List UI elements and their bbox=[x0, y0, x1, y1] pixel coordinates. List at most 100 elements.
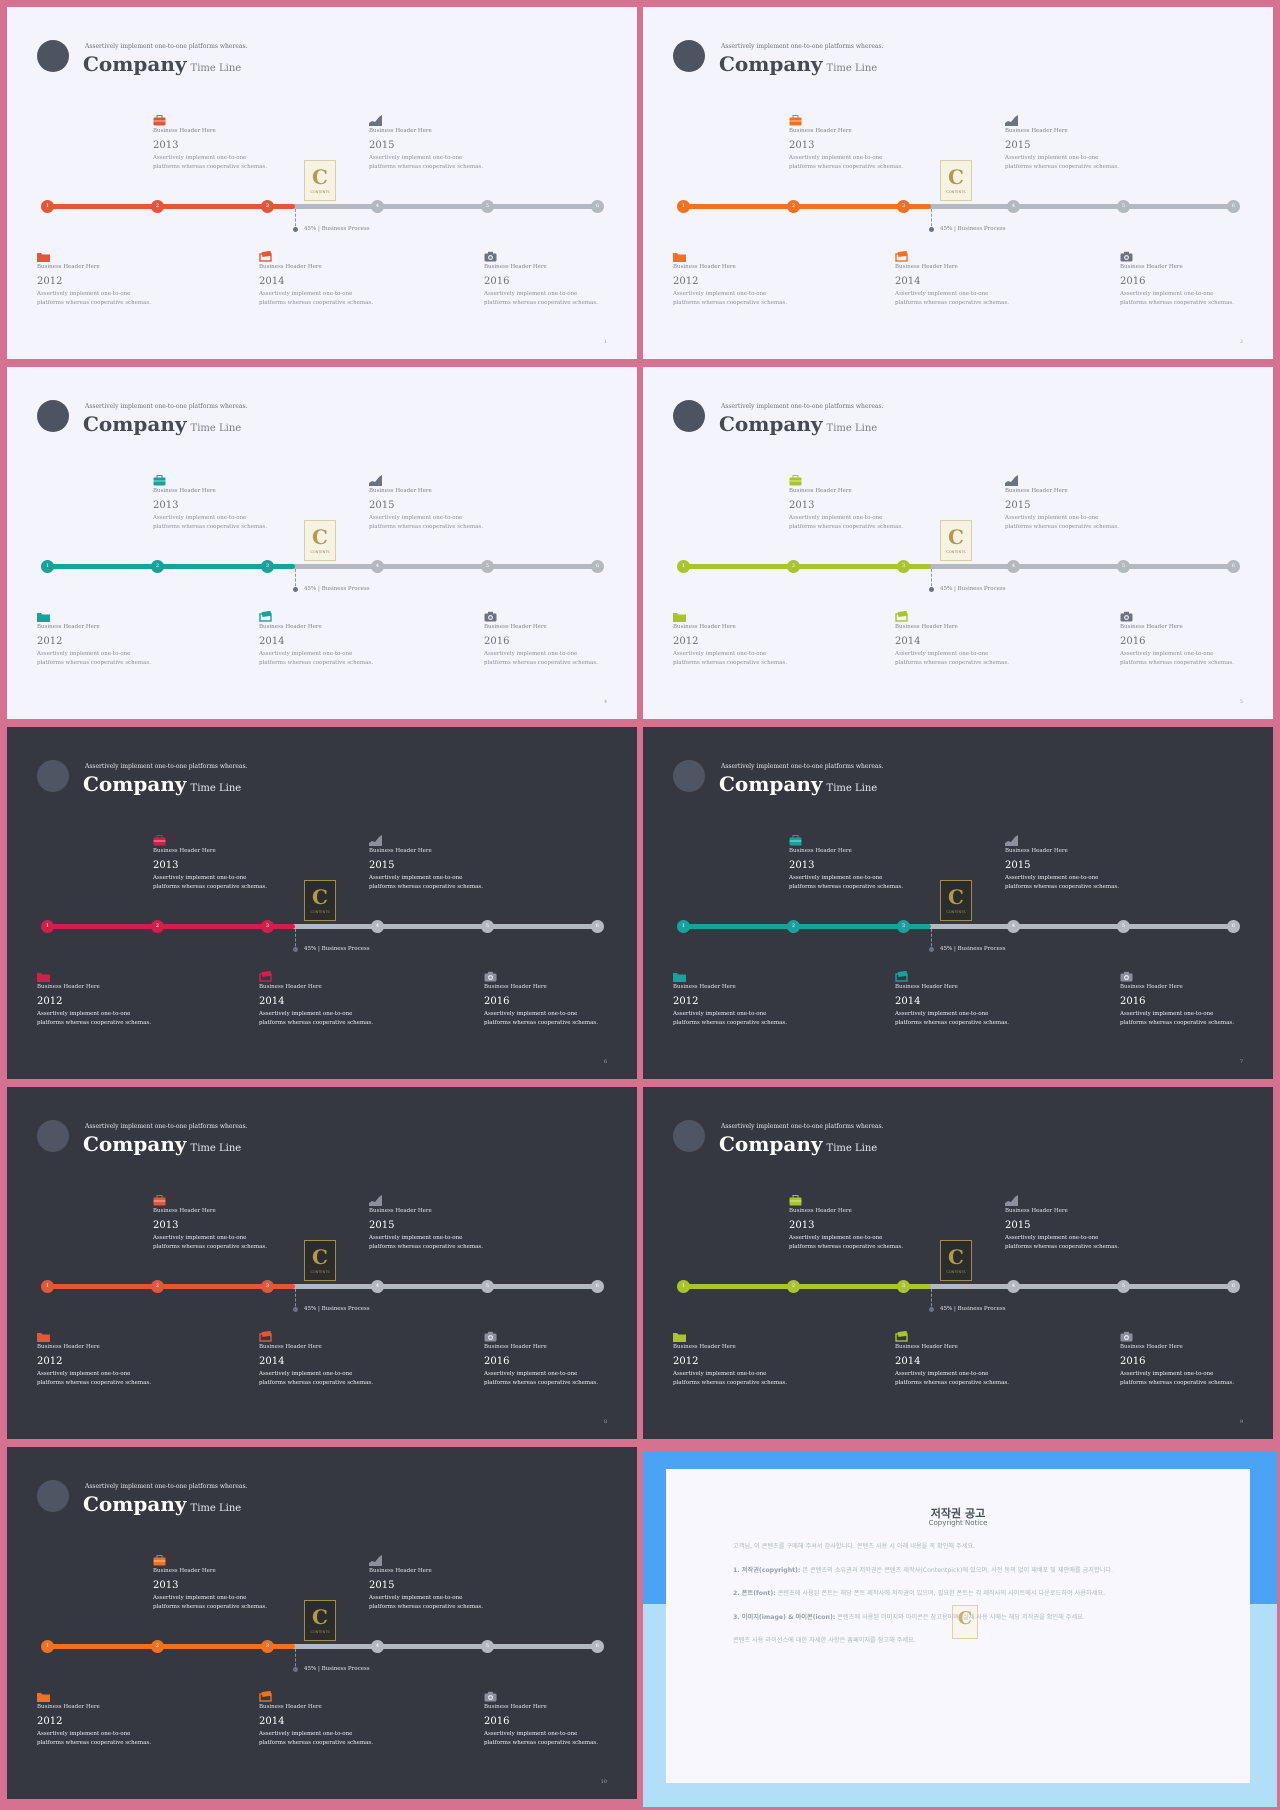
briefcase-icon bbox=[153, 1191, 166, 1206]
timeline-progress bbox=[681, 1284, 931, 1289]
item-year: 2015 bbox=[1005, 140, 1031, 151]
item-year: 2013 bbox=[789, 500, 815, 511]
progress-connector bbox=[295, 569, 296, 591]
timeline-node-5: 5 bbox=[481, 1280, 494, 1293]
slide-subtitle: Time Line bbox=[190, 783, 242, 794]
cards-icon bbox=[259, 247, 272, 262]
timeline-node-6: 6 bbox=[591, 1280, 604, 1293]
timeline-node-5: 5 bbox=[1117, 920, 1130, 933]
timeline-track: 1 2 3 4 5 6 bbox=[677, 1280, 1240, 1293]
slide-subtitle: Time Line bbox=[826, 1143, 878, 1154]
timeline-item-2015: Business Header Here 2015 Assertively impl… bbox=[369, 1551, 489, 1612]
notice-section-label: 2. 폰트(font): bbox=[733, 1590, 776, 1597]
timeline-node-2: 2 bbox=[151, 1280, 164, 1293]
timeline-item-2015: Business Header Here 2015 Assertively impl… bbox=[369, 831, 489, 892]
item-year: 2013 bbox=[153, 140, 179, 151]
timeline-node-1: 1 bbox=[41, 560, 54, 573]
notice-body: 고객님, 이 콘텐츠를 구매해 주셔서 감사합니다. 콘텐츠 사용 시 아래 내… bbox=[733, 1541, 1183, 1659]
folder-icon bbox=[673, 607, 686, 622]
timeline-progress bbox=[45, 924, 295, 929]
item-header: Business Header Here bbox=[484, 624, 547, 630]
timeline-slide: Assertively implement one-to-one platfor… bbox=[7, 367, 637, 719]
camera-icon bbox=[484, 967, 497, 982]
progress-label: 45% | Business Process bbox=[940, 1306, 1006, 1312]
company-title: Company bbox=[83, 1492, 187, 1516]
item-description: Assertively implement one-to-one platfor… bbox=[369, 875, 484, 890]
item-year: 2013 bbox=[153, 860, 179, 871]
item-year: 2014 bbox=[259, 1356, 285, 1367]
item-year: 2012 bbox=[37, 996, 63, 1007]
item-year: 2015 bbox=[369, 140, 395, 151]
timeline-item-2013: Business Header Here 2013 Assertively impl… bbox=[153, 831, 273, 892]
item-header: Business Header Here bbox=[484, 984, 547, 990]
briefcase-icon bbox=[153, 1551, 166, 1566]
timeline-slide: Assertively implement one-to-one platfor… bbox=[643, 7, 1273, 359]
item-description: Assertively implement one-to-one platfor… bbox=[1005, 515, 1120, 530]
slide-title: Company Time Line bbox=[719, 1132, 877, 1156]
timeline-node-4: 4 bbox=[1007, 200, 1020, 213]
item-header: Business Header Here bbox=[153, 848, 216, 854]
slide-tagline: Assertively implement one-to-one platfor… bbox=[85, 43, 248, 50]
item-description: Assertively implement one-to-one platfor… bbox=[369, 1595, 484, 1610]
item-header: Business Header Here bbox=[37, 264, 100, 270]
progress-pin bbox=[929, 947, 934, 952]
page-number: 1 bbox=[603, 339, 607, 345]
timeline-item-2012: Business Header Here 2012 Assertively impl… bbox=[37, 247, 157, 308]
timeline-item-2016: Business Header Here 2016 Assertively impl… bbox=[484, 1687, 604, 1748]
item-header: Business Header Here bbox=[369, 848, 432, 854]
notice-section-text: 본 콘텐츠의 소유권과 저작권은 콘텐츠 제작사(Contentpick)에 있… bbox=[802, 1566, 1113, 1574]
contents-logo-badge: C CONTENTS bbox=[940, 160, 972, 201]
timeline-node-2: 2 bbox=[151, 1640, 164, 1653]
timeline-node-5: 5 bbox=[481, 1640, 494, 1653]
timeline-item-2015: Business Header Here 2015 Assertively impl… bbox=[1005, 1191, 1125, 1252]
slide-title: Company Time Line bbox=[83, 1492, 241, 1516]
progress-connector bbox=[295, 209, 296, 231]
timeline-item-2012: Business Header Here 2012 Assertively impl… bbox=[673, 967, 793, 1028]
progress-label: 45% | Business Process bbox=[940, 946, 1006, 952]
timeline-item-2013: Business Header Here 2013 Assertively impl… bbox=[789, 1191, 909, 1252]
camera-icon bbox=[1120, 967, 1133, 982]
cards-icon bbox=[895, 967, 908, 982]
progress-pin bbox=[929, 1307, 934, 1312]
item-year: 2015 bbox=[369, 1580, 395, 1591]
company-title: Company bbox=[83, 52, 187, 76]
timeline-node-1: 1 bbox=[677, 560, 690, 573]
item-description: Assertively implement one-to-one platfor… bbox=[673, 1371, 788, 1386]
chart-icon bbox=[369, 831, 382, 846]
page-number: 6 bbox=[603, 1059, 607, 1065]
item-header: Business Header Here bbox=[789, 1208, 852, 1214]
item-header: Business Header Here bbox=[673, 264, 736, 270]
item-header: Business Header Here bbox=[369, 128, 432, 134]
progress-pin bbox=[293, 1307, 298, 1312]
timeline-node-1: 1 bbox=[677, 920, 690, 933]
page-number: 10 bbox=[600, 1779, 607, 1785]
timeline-progress bbox=[45, 204, 295, 209]
item-description: Assertively implement one-to-one platfor… bbox=[673, 1011, 788, 1026]
camera-icon bbox=[1120, 1327, 1133, 1342]
slide-subtitle: Time Line bbox=[826, 783, 878, 794]
item-year: 2013 bbox=[789, 140, 815, 151]
timeline-item-2015: Business Header Here 2015 Assertively impl… bbox=[369, 471, 489, 532]
notice-section-text: 콘텐츠에 사용된 이미지와 아이콘은 참고용이며, 실제 사용 시에는 해당 저… bbox=[837, 1613, 1085, 1621]
timeline-node-1: 1 bbox=[41, 920, 54, 933]
contents-logo-badge: C CONTENTS bbox=[940, 520, 972, 561]
timeline-item-2012: Business Header Here 2012 Assertively impl… bbox=[673, 607, 793, 668]
item-year: 2013 bbox=[789, 1220, 815, 1231]
timeline-progress bbox=[681, 204, 931, 209]
page-number: 9 bbox=[1239, 1419, 1243, 1425]
item-header: Business Header Here bbox=[1005, 128, 1068, 134]
company-title: Company bbox=[719, 772, 823, 796]
timeline-node-3: 3 bbox=[261, 200, 274, 213]
timeline-node-5: 5 bbox=[481, 560, 494, 573]
item-header: Business Header Here bbox=[153, 1208, 216, 1214]
timeline-item-2015: Business Header Here 2015 Assertively impl… bbox=[1005, 471, 1125, 532]
item-header: Business Header Here bbox=[369, 1208, 432, 1214]
camera-icon bbox=[484, 607, 497, 622]
item-description: Assertively implement one-to-one platfor… bbox=[369, 1235, 484, 1250]
company-title: Company bbox=[719, 412, 823, 436]
page-number: 8 bbox=[603, 1419, 607, 1425]
timeline-node-5: 5 bbox=[1117, 560, 1130, 573]
item-header: Business Header Here bbox=[37, 624, 100, 630]
timeline-node-3: 3 bbox=[261, 1280, 274, 1293]
slide-title: Company Time Line bbox=[719, 772, 877, 796]
